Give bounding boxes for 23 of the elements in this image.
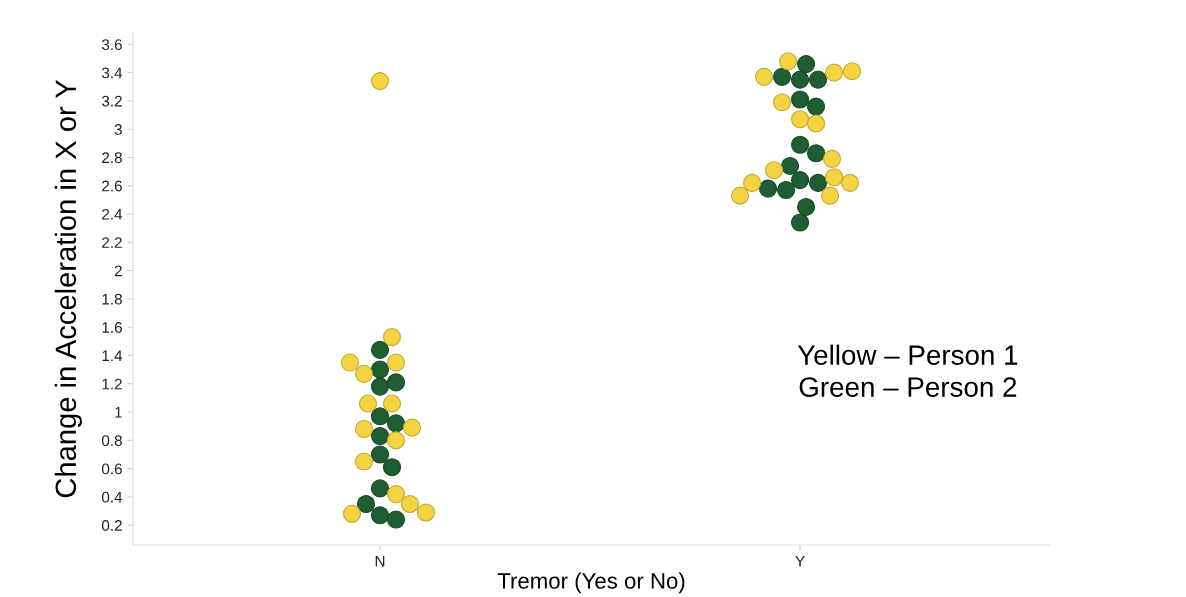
y-tick-label: 3.2 [101,95,122,107]
y-tick-label: 1.2 [102,378,122,390]
y-tick-label: 2.4 [102,208,123,220]
y-tick-label: 3 [114,124,122,135]
y-tick-label: 1 [115,407,122,418]
x-tick-label: Y [795,555,805,567]
y-tick-label: 0.8 [101,435,122,447]
y-tick-label: 0.2 [101,520,122,531]
y-tick-label: 3.6 [101,39,122,50]
y-tick-label: 2.2 [102,237,122,248]
y-tick-label: 2 [114,265,122,277]
annotation: Yellow – Person 1 Green – Person 2 [797,344,1018,397]
y-tick-label: 3.4 [101,67,123,79]
y-tick-label: 1.4 [102,350,123,362]
y-axis-title: Change in Acceleration in X or Y [54,79,82,498]
x-axis-title: Tremor (Yes or No) [497,572,685,594]
y-tick-label: 0.6 [101,463,122,475]
y-tick-label: 1.8 [102,293,122,305]
y-tick-label: 0.4 [101,491,123,503]
y-tick-label: 2.8 [102,152,122,164]
y-tick-label: 2.6 [102,180,122,192]
x-tick-label: N [375,555,385,567]
y-tick-label: 1.6 [102,322,122,333]
